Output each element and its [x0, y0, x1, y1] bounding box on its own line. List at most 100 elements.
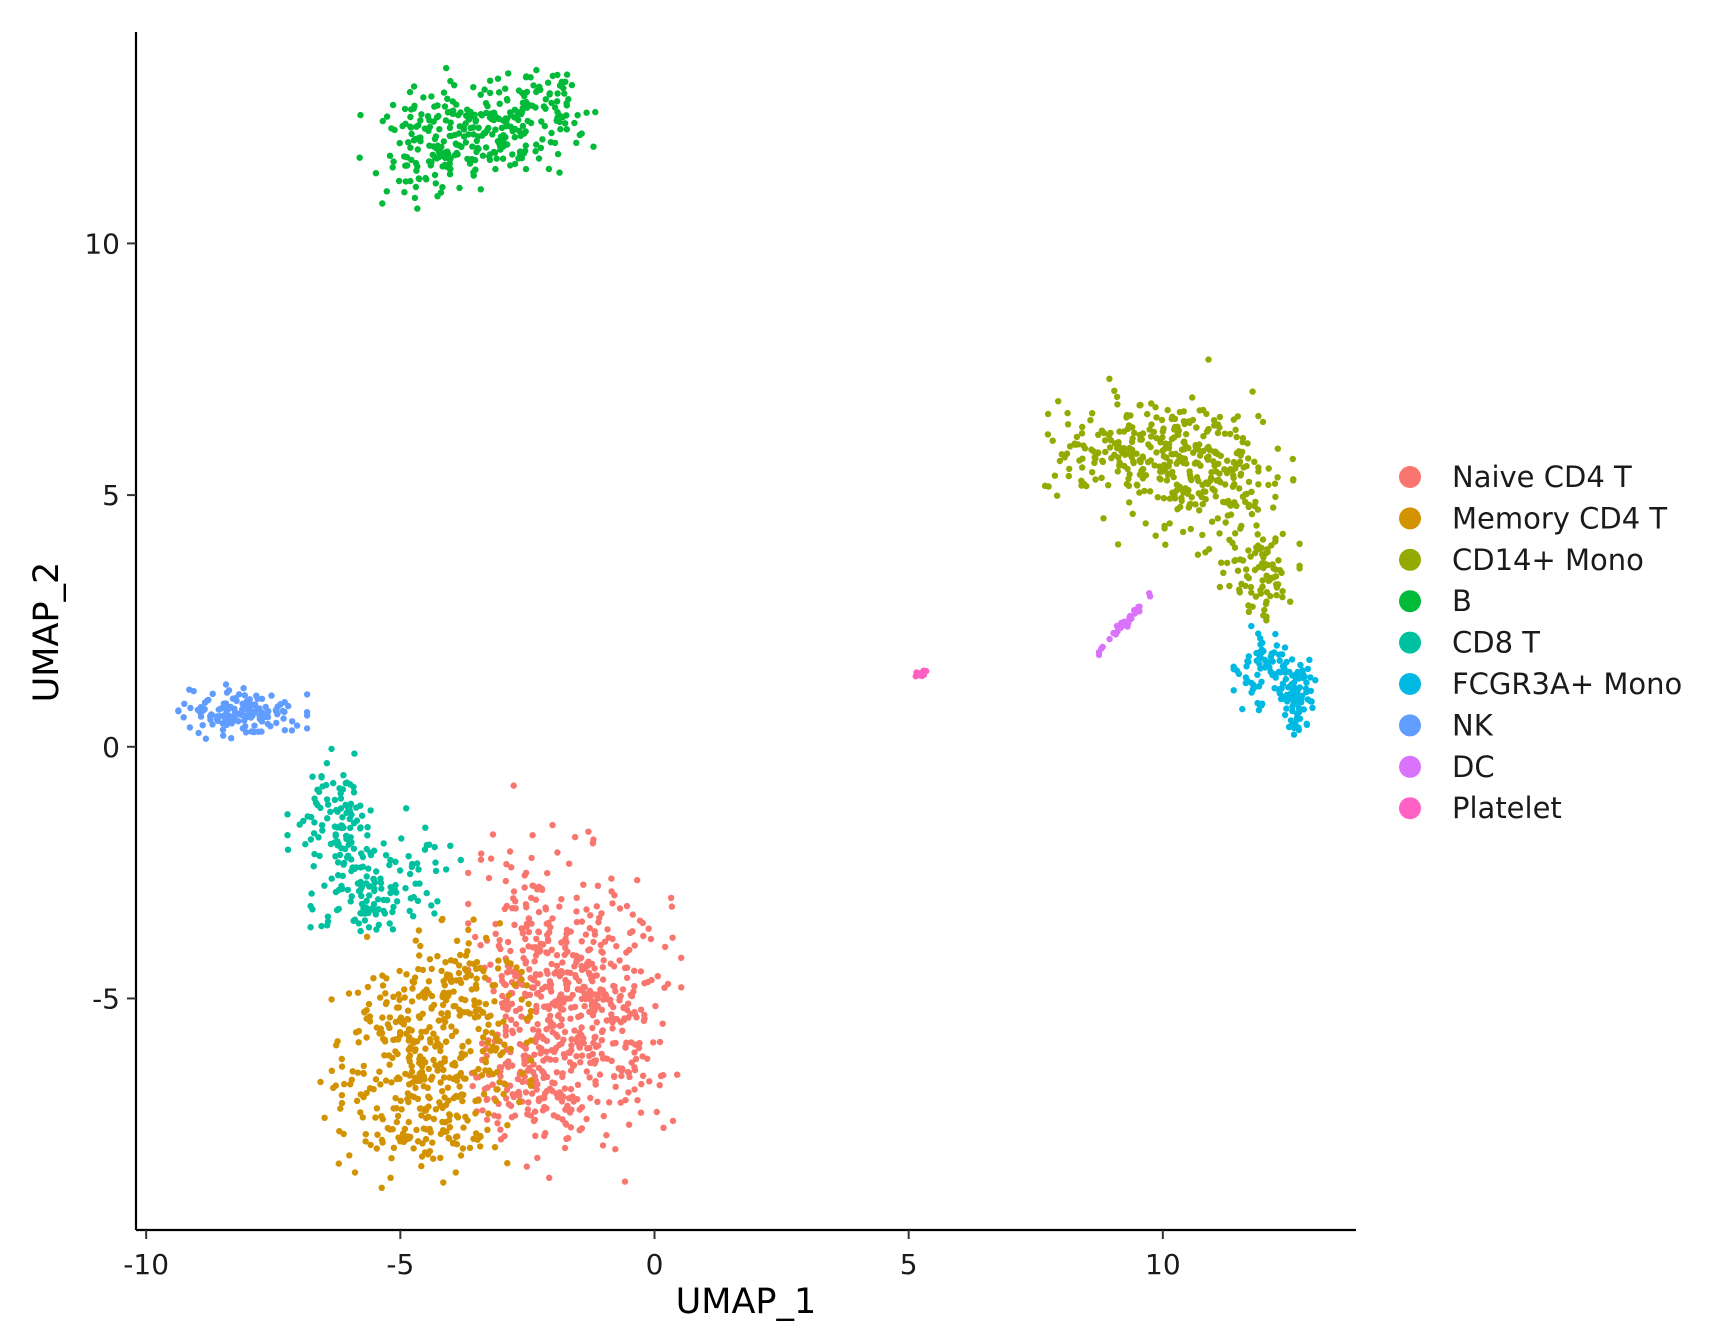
data-point [316, 852, 323, 860]
data-point [1217, 452, 1225, 460]
data-point [1279, 530, 1287, 538]
data-point [498, 124, 506, 131]
legend-label: Naive CD4 T [1452, 460, 1632, 494]
data-point [418, 1061, 425, 1068]
data-point [437, 1079, 444, 1086]
data-point [240, 712, 248, 720]
data-point [491, 998, 498, 1005]
data-point [473, 1074, 480, 1081]
data-point [1248, 589, 1255, 596]
data-point [1195, 477, 1202, 485]
data-point [510, 1093, 517, 1101]
data-point [482, 1059, 489, 1066]
data-point [383, 113, 391, 120]
data-point [1258, 678, 1265, 685]
data-point [372, 1076, 380, 1083]
data-point [367, 851, 375, 859]
data-point [338, 1063, 346, 1070]
data-point [561, 90, 568, 97]
data-point [598, 1037, 606, 1044]
data-point [447, 842, 454, 849]
data-point [434, 898, 441, 905]
data-point [578, 938, 585, 945]
data-point [293, 722, 301, 729]
data-point [423, 986, 430, 993]
data-point [554, 999, 561, 1006]
data-point [563, 983, 571, 991]
data-point [1290, 719, 1298, 726]
data-point [1133, 450, 1140, 457]
data-point [1232, 530, 1239, 537]
data-point [630, 988, 637, 995]
data-point [1171, 495, 1179, 502]
data-point [414, 1138, 422, 1145]
data-point [518, 976, 525, 983]
data-point [1253, 522, 1260, 529]
data-point [362, 1138, 369, 1145]
data-point [453, 101, 460, 108]
data-point [577, 954, 584, 961]
data-point [348, 811, 355, 818]
data-point [495, 1037, 502, 1044]
data-point [537, 940, 544, 947]
data-point [350, 820, 358, 827]
data-point [1092, 476, 1099, 483]
data-point [377, 994, 384, 1001]
data-point [405, 1054, 413, 1062]
data-point [564, 1102, 571, 1110]
data-point [473, 985, 480, 992]
data-point [1222, 481, 1229, 488]
data-point [447, 119, 454, 126]
data-point [360, 1062, 367, 1070]
data-point [453, 1141, 461, 1148]
data-point [608, 875, 615, 882]
data-point [1238, 522, 1245, 530]
data-point [386, 1061, 393, 1068]
data-point [338, 1099, 346, 1107]
data-point [615, 1065, 622, 1072]
data-point [568, 1036, 575, 1043]
data-point [591, 965, 598, 972]
data-point [219, 726, 227, 733]
data-point [357, 111, 364, 119]
data-point [1055, 398, 1062, 405]
data-point [594, 882, 602, 889]
data-point [574, 1034, 581, 1041]
data-point [1051, 472, 1059, 479]
data-point [479, 152, 487, 159]
data-point [524, 1106, 532, 1113]
data-point [556, 903, 563, 910]
data-point [274, 711, 281, 718]
data-point [1123, 411, 1131, 419]
data-point [511, 981, 518, 988]
data-point [405, 1026, 413, 1033]
data-point [440, 1016, 448, 1023]
data-point [425, 1065, 432, 1073]
data-point [1248, 510, 1256, 518]
data-point [1202, 496, 1209, 503]
data-point [525, 915, 533, 922]
data-point [531, 1108, 539, 1115]
data-point [1242, 491, 1249, 498]
data-point [372, 1114, 379, 1121]
data-point [422, 824, 429, 831]
data-point [1121, 462, 1128, 470]
data-point [407, 177, 414, 185]
data-point [462, 139, 469, 146]
data-point [656, 1082, 663, 1089]
data-point [405, 139, 412, 146]
data-point [415, 866, 422, 873]
data-point [1248, 488, 1255, 495]
data-point [428, 1005, 435, 1012]
data-point [465, 1038, 472, 1045]
data-point [472, 933, 479, 941]
data-point [647, 935, 655, 943]
data-point [578, 1052, 586, 1059]
data-point [408, 130, 415, 138]
data-point [323, 781, 330, 789]
data-point [423, 1114, 430, 1122]
data-point [612, 1146, 619, 1153]
data-point [631, 967, 638, 974]
data-point [522, 128, 529, 135]
data-point [623, 949, 630, 956]
